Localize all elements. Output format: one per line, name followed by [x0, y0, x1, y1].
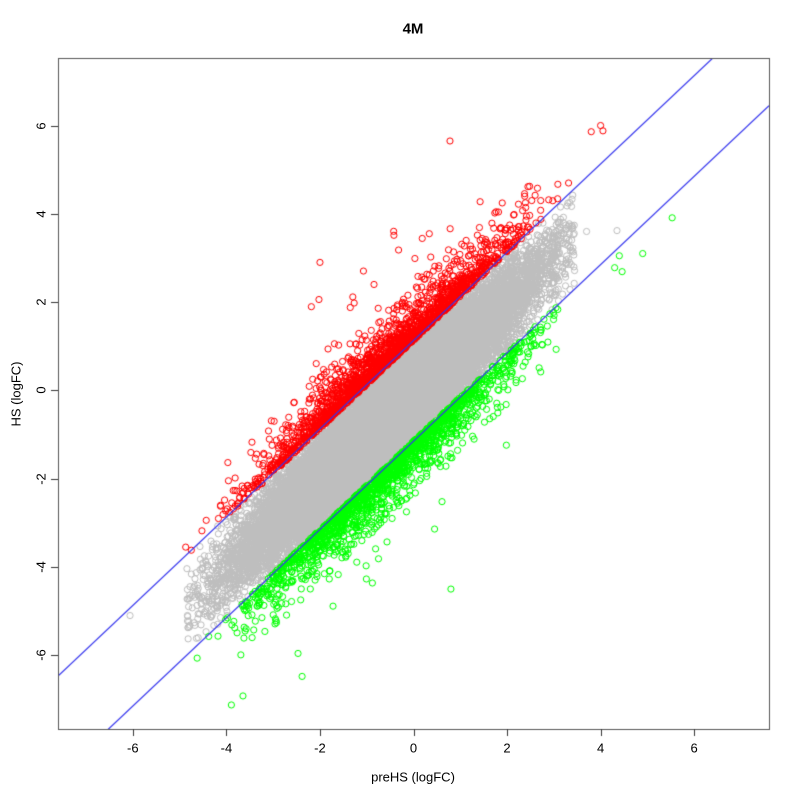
y-axis-label: HS (logFC)	[8, 361, 24, 427]
y-tick-label: 6	[33, 121, 49, 130]
x-tick-label: -4	[220, 740, 233, 756]
y-tick-label: 4	[33, 210, 49, 218]
y-tick-label: 0	[33, 386, 49, 395]
x-tick-label: 2	[503, 740, 511, 756]
x-tick-label: 4	[596, 740, 605, 756]
x-tick-label: -6	[127, 740, 139, 756]
chart-title: 4M	[402, 20, 424, 38]
x-tick-label: 0	[409, 740, 418, 756]
x-tick-label: -2	[314, 740, 326, 756]
x-tick-label: 6	[690, 740, 698, 756]
y-tick-label: -2	[33, 472, 49, 485]
y-tick-label: -4	[33, 561, 49, 573]
x-axis-label: preHS (logFC)	[371, 769, 455, 785]
y-tick-label: 2	[33, 298, 49, 306]
y-tick-label: -6	[33, 649, 49, 662]
